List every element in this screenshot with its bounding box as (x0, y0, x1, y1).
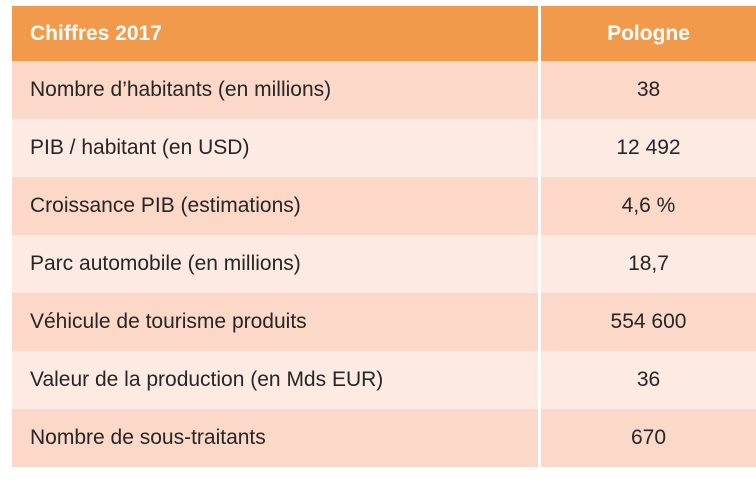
table-row: Parc automobile (en millions) 18,7 (12, 235, 756, 293)
row-label: Nombre de sous-traitants (12, 409, 541, 467)
row-value: 670 (539, 409, 756, 467)
table-row: Véhicule de tourisme produits 554 600 (12, 293, 756, 351)
table-body: Nombre d’habitants (en millions) 38 PIB … (12, 61, 756, 467)
row-label: Valeur de la production (en Mds EUR) (12, 351, 541, 409)
row-value: 554 600 (539, 293, 756, 351)
row-value: 36 (539, 351, 756, 409)
row-label: Nombre d’habitants (en millions) (12, 61, 541, 119)
statistics-table: Chiffres 2017 Pologne Nombre d’habitants… (12, 6, 756, 467)
table-row: Nombre d’habitants (en millions) 38 (12, 61, 756, 119)
header-country-cell: Pologne (539, 6, 756, 61)
row-label: Croissance PIB (estimations) (12, 177, 541, 235)
row-value: 18,7 (539, 235, 756, 293)
row-label: Parc automobile (en millions) (12, 235, 541, 293)
row-value: 38 (539, 61, 756, 119)
row-label: PIB / habitant (en USD) (12, 119, 541, 177)
row-value: 4,6 % (539, 177, 756, 235)
table-header: Chiffres 2017 Pologne (12, 6, 756, 61)
table-row: Croissance PIB (estimations) 4,6 % (12, 177, 756, 235)
row-value: 12 492 (539, 119, 756, 177)
row-label: Véhicule de tourisme produits (12, 293, 541, 351)
header-row: Chiffres 2017 Pologne (12, 6, 756, 61)
table-row: PIB / habitant (en USD) 12 492 (12, 119, 756, 177)
header-year-cell: Chiffres 2017 (12, 6, 541, 61)
table-row: Valeur de la production (en Mds EUR) 36 (12, 351, 756, 409)
table-row: Nombre de sous-traitants 670 (12, 409, 756, 467)
